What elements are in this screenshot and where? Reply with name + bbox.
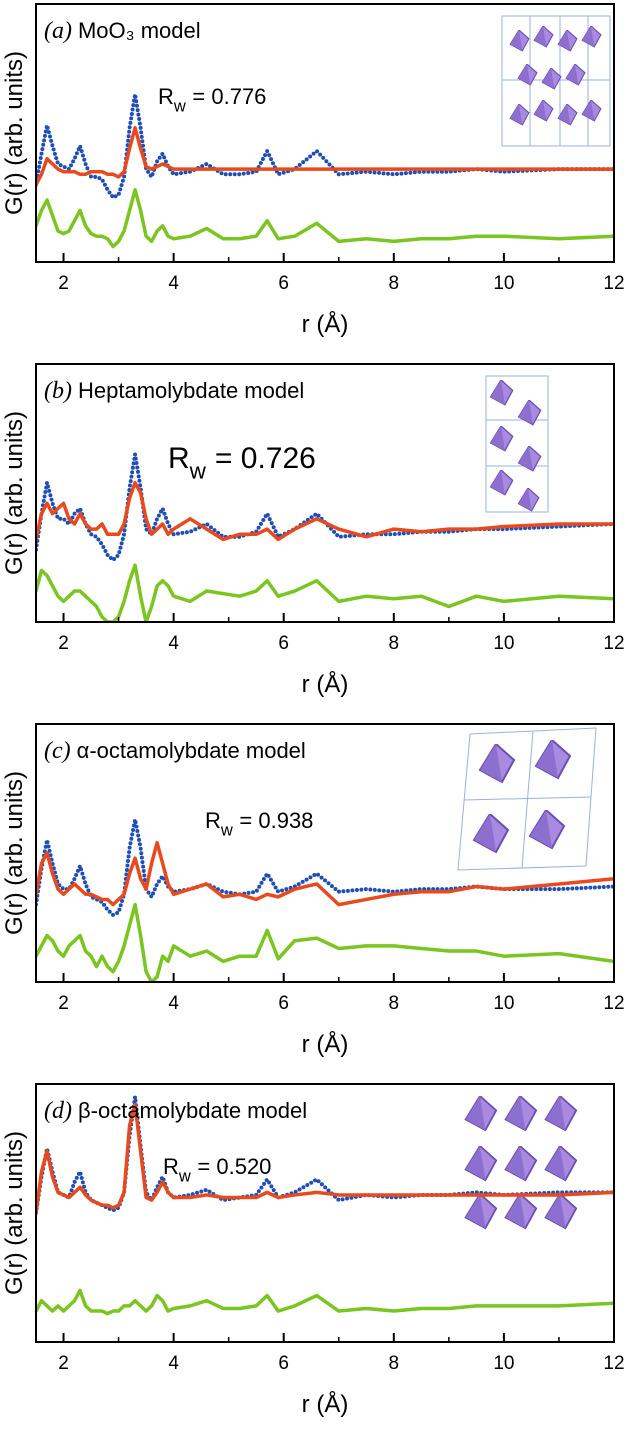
annotation-text: = 0.776 <box>192 84 266 109</box>
annotation-symbol: R <box>163 1154 179 1179</box>
x-tick-label: 10 <box>493 633 514 654</box>
title-text: α-octamolybdate model <box>77 738 306 763</box>
plot-frame <box>35 3 615 263</box>
x-tick-label: 12 <box>603 633 624 654</box>
annotation: Rw = 0.520 <box>163 1154 271 1186</box>
panel-label: (a) <box>44 18 72 44</box>
plot-frame <box>35 363 615 623</box>
panel-label: (c) <box>44 738 71 764</box>
plot-frame <box>35 723 615 983</box>
annotation-symbol: R <box>168 442 190 475</box>
data-line <box>36 1288 614 1316</box>
annotation-text: = 0.520 <box>197 1154 271 1179</box>
inset-c <box>457 727 597 871</box>
x-axis-label: r (Å) <box>302 670 349 698</box>
data-line <box>36 188 614 249</box>
x-tick-label: 4 <box>168 1353 179 1374</box>
data-line <box>36 126 614 187</box>
y-axis-label: G(r) (arb. units) <box>1 411 28 575</box>
x-tick-label: 4 <box>168 633 179 654</box>
x-tick-label: 8 <box>389 993 400 1014</box>
data-line <box>36 902 614 982</box>
panel-title: (c) α-octamolybdate model <box>44 738 306 764</box>
x-tick-label: 2 <box>58 633 69 654</box>
x-tick-label: 10 <box>493 1353 514 1374</box>
annotation-subscript: w <box>178 1168 191 1186</box>
y-axis-label: G(r) (arb. units) <box>1 51 28 215</box>
x-tick-label: 2 <box>58 1353 69 1374</box>
data-line <box>36 1102 614 1215</box>
y-axis-label: G(r) (arb. units) <box>1 771 28 935</box>
annotation-symbol: R <box>205 808 221 833</box>
panel-title: (b) Heptamolybdate model <box>44 378 304 404</box>
panel-label: (b) <box>44 378 72 404</box>
inset-a <box>501 15 611 147</box>
x-tick-label: 2 <box>58 993 69 1014</box>
title-text: MoO₃ model <box>78 18 201 43</box>
data-line <box>36 480 614 542</box>
data-line <box>36 563 614 622</box>
inset-d <box>464 1096 578 1230</box>
x-tick-label: 12 <box>603 1353 624 1374</box>
x-tick-label: 12 <box>603 993 624 1014</box>
title-text: Heptamolybdate model <box>78 378 304 403</box>
annotation-subscript: w <box>220 822 233 840</box>
x-tick-label: 6 <box>278 633 289 654</box>
annotation-subscript: w <box>173 98 186 116</box>
y-axis-label: G(r) (arb. units) <box>1 1131 28 1295</box>
x-tick-label: 10 <box>493 993 514 1014</box>
panel-title: (d) β-octamolybdate model <box>44 1098 307 1124</box>
x-axis-label: r (Å) <box>302 1030 349 1058</box>
plot-frame <box>35 1083 615 1343</box>
panel: 2 4 6 8 10 12 r (Å) G(r) (arb. units) (c) α-octam… <box>1 723 625 1058</box>
x-tick-label: 8 <box>389 633 400 654</box>
annotation-symbol: R <box>158 84 174 109</box>
annotation: Rw = 0.776 <box>158 84 266 116</box>
panel: 2 4 6 8 10 12 r (Å) G(r) (arb. units) (a) MoO₃ mo… <box>1 3 625 338</box>
x-tick-label: 6 <box>278 993 289 1014</box>
data-line <box>36 840 614 907</box>
annotation: Rw = 0.726 <box>168 442 316 484</box>
x-tick-label: 6 <box>278 273 289 294</box>
inset-b <box>485 375 549 513</box>
x-tick-label: 4 <box>168 273 179 294</box>
x-tick-label: 8 <box>389 273 400 294</box>
x-tick-label: 10 <box>493 273 514 294</box>
x-tick-label: 6 <box>278 1353 289 1374</box>
annotation-subscript: w <box>189 459 207 484</box>
x-axis-label: r (Å) <box>302 310 349 338</box>
x-axis-label: r (Å) <box>302 1390 349 1418</box>
annotation-text: = 0.938 <box>239 808 313 833</box>
panel: 2 4 6 8 10 12 r (Å) G(r) (arb. units) (d) β-octam… <box>1 1083 625 1418</box>
x-tick-label: 2 <box>58 273 69 294</box>
panel: 2 4 6 8 10 12 r (Å) G(r) (arb. units) (b) Heptamo… <box>1 363 625 698</box>
annotation: Rw = 0.938 <box>205 808 313 840</box>
annotation-text: = 0.726 <box>215 442 316 475</box>
data-line <box>36 817 614 917</box>
panel-title: (a) MoO₃ model <box>44 18 201 44</box>
x-tick-label: 4 <box>168 993 179 1014</box>
x-tick-label: 8 <box>389 1353 400 1374</box>
panel-label: (d) <box>44 1098 72 1124</box>
title-text: β-octamolybdate model <box>78 1098 307 1123</box>
x-tick-label: 12 <box>603 273 624 294</box>
